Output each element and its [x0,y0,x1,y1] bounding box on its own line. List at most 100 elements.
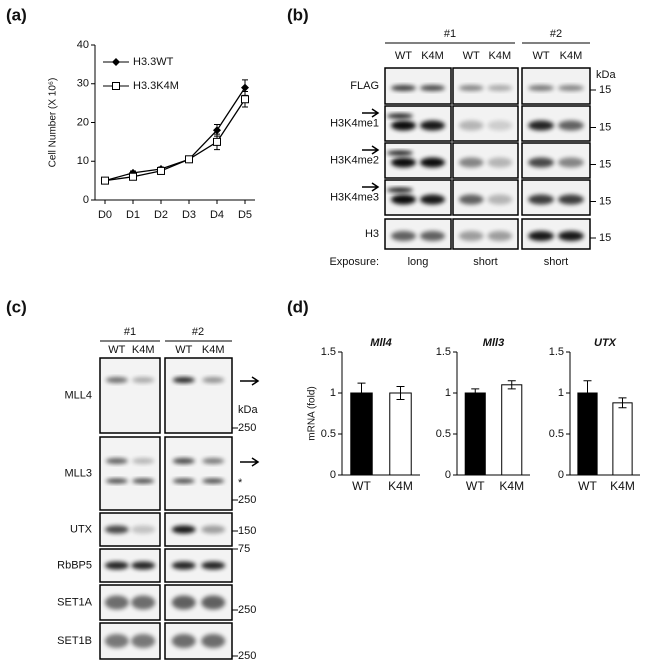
legend-label: H3.3WT [133,56,174,68]
y-tick-label: 0 [558,469,564,481]
exposure-label: Exposure: [329,256,379,268]
band [458,120,484,131]
y-tick-label: 1 [445,387,451,399]
band [487,157,513,168]
band [558,120,584,131]
marker-label: 75 [238,543,250,555]
marker-label: 250 [238,422,256,434]
band [171,525,196,534]
band [201,561,226,570]
band [458,231,484,241]
row-label: MLL3 [64,467,92,479]
arrow [362,182,380,192]
band [419,194,446,205]
row-label: UTX [70,523,93,535]
band [171,561,196,570]
row-label: MLL4 [64,389,92,401]
y-tick-label: 0 [445,469,451,481]
band [201,634,226,648]
y-tick-label: 30 [77,78,89,90]
group-label: #2 [192,326,204,338]
lane-label: WT [175,344,192,356]
panel-label: (d) [287,297,309,316]
band [487,85,513,91]
panel-label: (a) [6,5,27,24]
band [172,458,195,464]
y-axis-label: Cell Number (X 10⁶) [48,78,59,168]
exposure: short [544,256,568,268]
y-tick-label: 0 [83,194,89,206]
y-tick-label: 0.5 [436,428,451,440]
legend-label: H3.3K4M [133,80,179,92]
band [390,231,417,241]
y-tick-label: 1.5 [436,346,451,358]
y-tick-label: 40 [77,39,89,51]
error-bar [396,385,405,401]
lane-label: K4M [202,344,225,356]
band [201,525,226,534]
band [171,634,196,648]
point [101,176,109,185]
blot-box [99,436,161,511]
band [131,634,156,648]
marker-label: kDa [238,404,258,416]
x-tick-label: D3 [182,209,196,221]
band [528,120,554,131]
band [558,231,584,241]
bar [350,392,373,476]
series-line [104,98,246,182]
lane-label: K4M [132,344,155,356]
y-tick-label: 20 [77,116,89,128]
band [201,595,226,610]
band [419,85,446,91]
x-tick-label: D5 [238,209,252,221]
band [487,231,513,241]
chart-title: Mll3 [483,337,504,349]
y-tick-label: 0.5 [549,428,564,440]
band [390,120,417,131]
arrow [240,376,260,386]
group-label: #1 [444,28,456,40]
band [105,377,128,383]
lane-label: WT [463,50,480,62]
marker-label: 15 [599,121,611,133]
bar [612,402,633,476]
x-tick-label: D0 [98,209,112,221]
arrow [240,457,260,467]
row-label: SET1B [57,635,92,647]
band [172,478,195,484]
x-tick-label: K4M [388,479,413,493]
band [487,194,513,205]
panel-label: (c) [6,297,27,316]
row-label: FLAG [350,80,379,92]
band [104,561,129,570]
chart-title: UTX [594,337,617,349]
row-label: SET1A [57,596,93,608]
band [390,157,417,168]
marker-label: 250 [238,650,256,662]
marker-label: 250 [238,604,256,616]
band [558,194,584,205]
band [390,194,417,205]
band [458,157,484,168]
band [419,231,446,241]
x-tick-label: D1 [126,209,140,221]
x-tick-label: D2 [154,209,168,221]
marker-label: 15 [599,232,611,244]
y-tick-label: 1 [330,387,336,399]
x-tick-label: WT [578,479,597,493]
marker-label: 15 [599,158,611,170]
band [390,85,417,91]
point [157,166,165,175]
band [458,194,484,205]
bar [464,392,486,476]
band [132,458,155,464]
point [213,126,221,135]
group-label: #1 [124,326,136,338]
band [528,157,554,168]
error-bar [357,382,366,404]
lane-label: WT [532,50,549,62]
row-label: H3K4me3 [330,191,379,203]
chart-title: Mll4 [370,337,391,349]
